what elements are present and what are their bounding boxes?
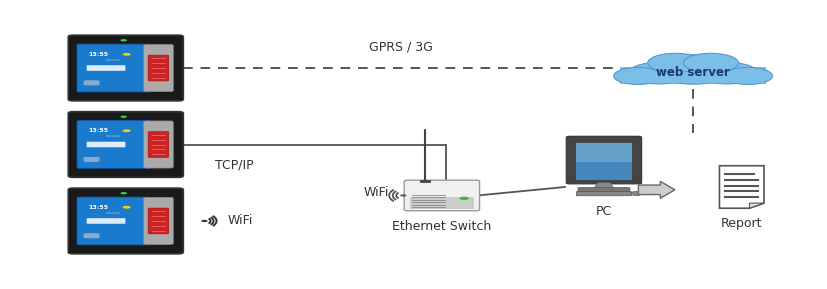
Circle shape (201, 220, 208, 222)
Circle shape (683, 53, 739, 73)
FancyBboxPatch shape (87, 157, 99, 162)
Circle shape (614, 67, 662, 84)
Circle shape (629, 62, 690, 84)
FancyBboxPatch shape (84, 81, 97, 85)
Circle shape (121, 192, 127, 194)
FancyBboxPatch shape (69, 112, 184, 177)
Text: xxxxxxx: xxxxxxx (106, 211, 121, 215)
FancyBboxPatch shape (85, 234, 98, 238)
FancyBboxPatch shape (69, 188, 184, 254)
Circle shape (122, 206, 131, 209)
FancyBboxPatch shape (87, 142, 126, 147)
Polygon shape (638, 181, 675, 198)
Circle shape (696, 62, 758, 84)
FancyBboxPatch shape (84, 234, 97, 238)
Circle shape (631, 192, 642, 195)
Circle shape (121, 116, 127, 118)
Circle shape (459, 197, 469, 200)
Text: Ethernet Switch: Ethernet Switch (392, 220, 491, 233)
Polygon shape (749, 203, 764, 208)
FancyBboxPatch shape (404, 180, 480, 211)
Text: WiFi: WiFi (364, 186, 390, 199)
FancyBboxPatch shape (620, 66, 766, 84)
FancyBboxPatch shape (87, 65, 126, 71)
Text: GPRS / 3G: GPRS / 3G (369, 41, 433, 54)
Circle shape (648, 53, 703, 73)
FancyBboxPatch shape (144, 121, 174, 168)
Circle shape (651, 55, 735, 84)
FancyBboxPatch shape (410, 197, 474, 209)
Text: xxxxxxx: xxxxxxx (106, 58, 121, 62)
Circle shape (122, 53, 131, 56)
Text: 13:55: 13:55 (88, 205, 108, 210)
FancyBboxPatch shape (578, 188, 630, 192)
FancyBboxPatch shape (77, 197, 150, 245)
Text: Report: Report (721, 217, 762, 230)
FancyBboxPatch shape (87, 218, 126, 224)
Text: PC: PC (595, 205, 612, 218)
Circle shape (121, 39, 127, 41)
Polygon shape (595, 183, 614, 188)
FancyBboxPatch shape (77, 121, 150, 168)
Text: web server: web server (657, 66, 730, 79)
Text: 13:55: 13:55 (88, 128, 108, 133)
FancyBboxPatch shape (576, 143, 632, 180)
Circle shape (400, 194, 407, 197)
Circle shape (724, 67, 772, 84)
FancyBboxPatch shape (566, 136, 642, 184)
FancyBboxPatch shape (148, 208, 169, 234)
FancyBboxPatch shape (87, 81, 99, 85)
FancyBboxPatch shape (148, 131, 169, 158)
FancyBboxPatch shape (144, 45, 174, 92)
FancyBboxPatch shape (84, 157, 97, 162)
FancyBboxPatch shape (576, 192, 632, 196)
FancyBboxPatch shape (69, 35, 184, 101)
Circle shape (122, 129, 131, 132)
FancyBboxPatch shape (77, 44, 150, 92)
FancyBboxPatch shape (144, 197, 174, 244)
FancyBboxPatch shape (87, 234, 99, 238)
FancyBboxPatch shape (85, 157, 98, 162)
FancyBboxPatch shape (576, 143, 632, 162)
Text: 13:55: 13:55 (88, 52, 108, 57)
FancyBboxPatch shape (622, 72, 764, 83)
Polygon shape (719, 166, 764, 208)
Text: TCP/IP: TCP/IP (215, 159, 254, 172)
Text: WiFi: WiFi (227, 214, 252, 227)
FancyBboxPatch shape (148, 55, 169, 81)
Text: xxxxxxx: xxxxxxx (106, 134, 121, 138)
FancyBboxPatch shape (85, 81, 98, 85)
